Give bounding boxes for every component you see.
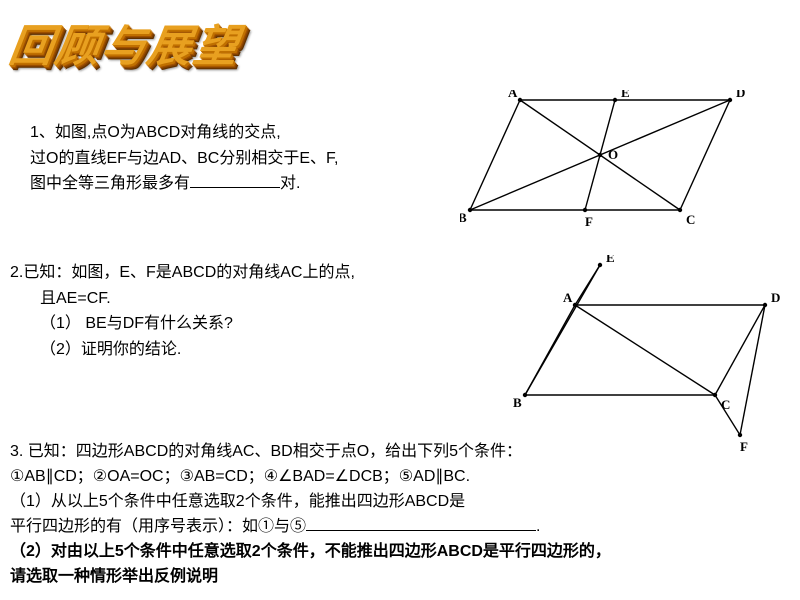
svg-text:B: B (513, 395, 522, 410)
svg-text:D: D (736, 90, 745, 100)
p1-line1: 1、如图,点O为ABCD对角线的交点, (30, 120, 430, 146)
p2-sub2: （2）证明你的结论. (40, 337, 440, 363)
p3-line4: 平行四边形的有（用序号表示）：如①与⑤. (10, 514, 790, 540)
problem-2: 2.已知：如图，E、F是ABCD的对角线AC上的点, 且AE=CF. （1） B… (10, 260, 440, 362)
p3-line2: ①AB∥CD；②OA=OC；③AB=CD；④∠BAD=∠DCB；⑤AD∥BC. (10, 465, 790, 490)
figure-2: E A D B C F (505, 255, 795, 455)
svg-text:D: D (771, 290, 780, 305)
svg-text:F: F (740, 439, 748, 454)
figure-1: A D B C O E F (460, 90, 760, 230)
p3-line5bold: ABCD是平行四边形的， (437, 543, 611, 560)
p1-line3: 图中全等三角形最多有 对. (30, 171, 430, 197)
p1-line3b: 对. (280, 175, 300, 192)
p2-line1: 2.已知：如图，E、F是ABCD的对角线AC上的点, (10, 260, 440, 286)
svg-text:F: F (585, 214, 593, 229)
svg-text:A: A (508, 90, 518, 100)
problem-3: 3. 已知：四边形ABCD的对角线AC、BD相交于点O，给出下列5个条件： ①A… (10, 440, 790, 590)
p3-line5a: （2）对由以上5个条件中任意选取2个条件，不能推出四边形 (10, 543, 437, 560)
p3-line6: 请选取一种情形举出反例说明 (10, 565, 790, 590)
p3-line3: （1）从以上5个条件中任意选取2个条件，能推出四边形ABCD是 (10, 490, 790, 515)
p3-line4b: . (536, 518, 540, 535)
svg-text:A: A (563, 290, 573, 305)
blank-1 (190, 171, 280, 188)
p3-line5: （2）对由以上5个条件中任意选取2个条件，不能推出四边形ABCD是平行四边形的， (10, 540, 790, 565)
p2-line2: 且AE=CF. (40, 286, 440, 312)
p1-line3a: 图中全等三角形最多有 (30, 175, 190, 192)
problem-1: 1、如图,点O为ABCD对角线的交点, 过O的直线EF与边AD、BC分别相交于E… (30, 120, 430, 197)
svg-text:C: C (721, 397, 730, 412)
svg-text:E: E (621, 90, 630, 100)
page-title: 回顾与展望 (6, 10, 245, 74)
blank-2 (306, 514, 536, 531)
svg-text:E: E (606, 255, 615, 265)
svg-text:B: B (460, 210, 467, 225)
svg-text:O: O (608, 147, 618, 162)
svg-text:C: C (686, 212, 695, 227)
p1-line2: 过O的直线EF与边AD、BC分别相交于E、F, (30, 146, 430, 172)
p2-sub1: （1） BE与DF有什么关系? (40, 311, 440, 337)
p3-line4a: 平行四边形的有（用序号表示）：如①与⑤ (10, 518, 306, 535)
